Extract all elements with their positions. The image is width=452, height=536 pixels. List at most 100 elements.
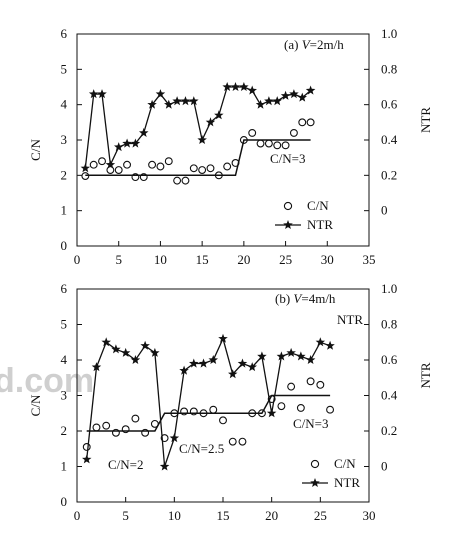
data-point (239, 82, 249, 91)
data-point (147, 99, 157, 109)
data-point (172, 96, 182, 106)
step-label: C/N=3 (270, 151, 306, 166)
watermark: d.com (0, 362, 94, 400)
x-tick-label: 10 (168, 508, 181, 523)
data-point (237, 358, 248, 368)
data-point (159, 461, 170, 471)
chart-panel-b: 0 5 10 15 20 25 30 0 1 2 3 4 5 6 0 0.2 0.4 0.6 0.8 1.0 C/N NT… (28, 281, 433, 523)
y-right-tick-label: 0 (381, 459, 388, 474)
data-point (223, 162, 232, 171)
series-ntr (82, 333, 335, 471)
data-point (130, 138, 141, 148)
data-point (255, 99, 266, 109)
data-point (218, 333, 228, 343)
x-tick-label: 25 (279, 252, 292, 267)
data-point (150, 347, 160, 357)
y-left-tick-label: 5 (61, 61, 68, 76)
data-point (173, 176, 182, 185)
data-point (228, 369, 238, 379)
data-point (214, 110, 224, 120)
y-right-tick-label: 0.8 (381, 61, 397, 76)
x-tick-label: 5 (115, 252, 122, 267)
data-point (82, 443, 91, 451)
data-point (272, 96, 282, 106)
data-point (189, 358, 199, 368)
data-point (289, 89, 299, 99)
legend-label-cn: C/N (334, 456, 356, 471)
data-point (181, 176, 190, 185)
series-ntr (80, 82, 316, 173)
y-left-tick-label: 6 (61, 281, 68, 296)
step-label: C/N=2.5 (179, 441, 224, 456)
x-tick-label: 5 (122, 508, 129, 523)
data-point (325, 340, 335, 350)
data-point (280, 90, 291, 100)
y-left-tick-label: 1 (61, 459, 68, 474)
step-label: C/N=3 (293, 416, 329, 431)
y-left-axis-title: C/N (28, 139, 43, 161)
x-tick-label: 20 (265, 508, 278, 523)
data-point (164, 99, 174, 109)
data-point (91, 362, 102, 372)
data-point (222, 82, 232, 91)
y-right-tick-label: 1.0 (381, 26, 397, 41)
data-point (205, 117, 216, 127)
data-point (209, 405, 218, 414)
data-point (315, 337, 326, 347)
legend-label-ntr: NTR (307, 217, 333, 232)
y-right-tick-label: 0.6 (381, 352, 398, 367)
data-point (228, 437, 237, 446)
data-point (82, 454, 92, 464)
y-left-tick-label: 1 (61, 203, 68, 218)
data-point (164, 157, 173, 166)
x-tick-label: 30 (363, 508, 376, 523)
series-label-ntr: NTR (337, 312, 363, 327)
y-left-tick-label: 5 (61, 317, 68, 332)
data-point (114, 166, 123, 174)
data-point (257, 351, 267, 361)
y-left-tick-label: 4 (61, 97, 68, 112)
x-tick-label: 0 (74, 252, 81, 267)
data-point (98, 157, 106, 166)
data-point (306, 377, 315, 386)
x-tick-label: 30 (321, 252, 334, 267)
data-point (131, 414, 140, 423)
data-point (130, 355, 141, 364)
data-point (298, 118, 307, 127)
data-point (197, 135, 207, 144)
data-point (206, 164, 215, 173)
data-point (326, 405, 335, 414)
y-left-tick-label: 6 (61, 26, 68, 41)
y-left-tick-label: 3 (61, 132, 68, 147)
series-c-n-setpoint (86, 394, 331, 432)
panel-annotation: (b) V=4m/h (275, 291, 336, 306)
legend-label-ntr: NTR (334, 475, 360, 490)
y-right-tick-label: 0.4 (381, 388, 398, 403)
data-point (97, 89, 107, 99)
data-point (198, 166, 207, 174)
y-right-tick-label: 0.6 (381, 97, 398, 112)
data-point (256, 139, 265, 148)
data-point (139, 127, 149, 137)
data-point (286, 347, 296, 357)
y-left-tick-label: 0 (61, 494, 68, 509)
data-point (189, 96, 199, 106)
data-point (305, 355, 316, 364)
data-point (105, 159, 116, 169)
data-point (316, 380, 325, 389)
data-point (189, 164, 198, 173)
legend-marker-cn (310, 459, 320, 469)
chart-panel-a: 0 5 10 15 20 25 30 35 0 1 2 3 4 5 6 0 0.2 0.4 0.6 0.8 1.0 C/N… (28, 26, 433, 267)
data-point (179, 365, 189, 375)
legend-marker-cn (283, 201, 293, 211)
series-line (84, 86, 312, 169)
x-tick-label: 0 (74, 508, 81, 523)
data-point (169, 433, 180, 443)
data-point (89, 160, 98, 169)
data-point (276, 351, 287, 361)
data-point (88, 89, 99, 99)
y-right-tick-label: 0.8 (381, 317, 397, 332)
data-point (219, 416, 227, 425)
data-point (296, 351, 306, 361)
series-c-n-setpoint (85, 139, 311, 177)
